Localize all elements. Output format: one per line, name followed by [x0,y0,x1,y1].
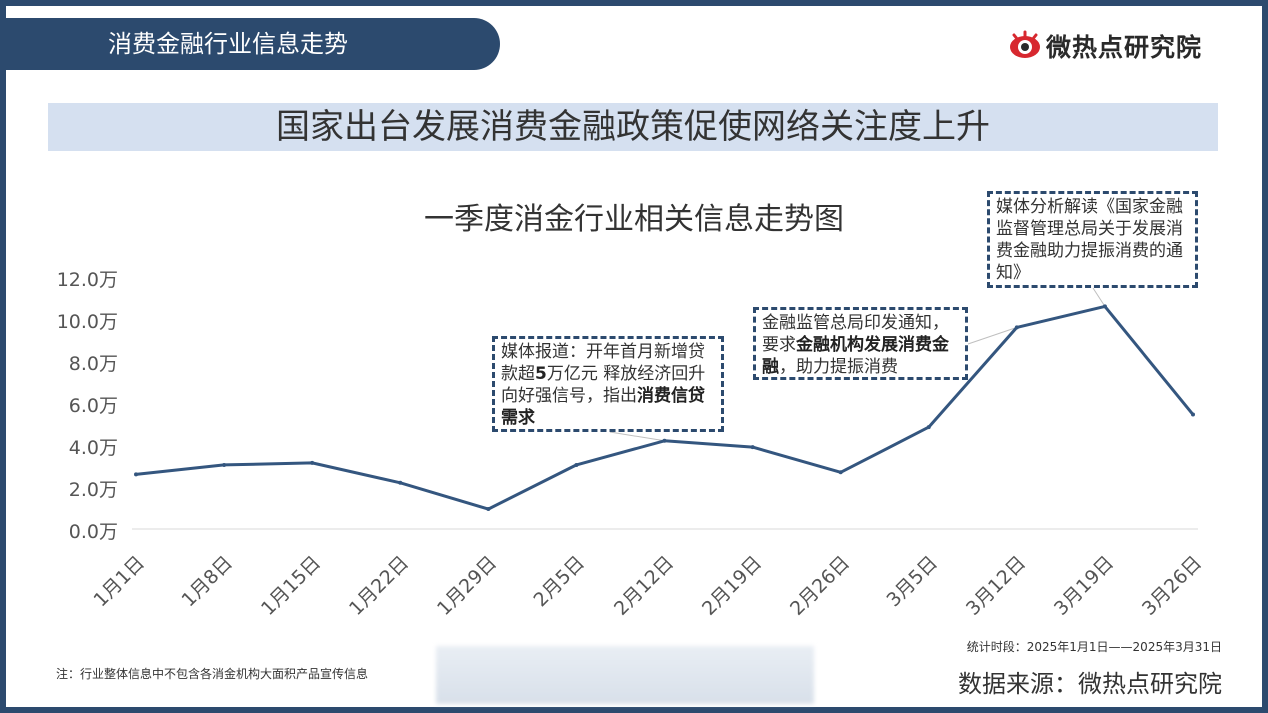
callout-connector [967,326,1017,345]
callout-text: 款超 [501,364,535,384]
data-point [134,472,138,477]
data-point [750,445,755,450]
annotation-callout: 媒体分析解读《国家金融监督管理总局关于发展消费金融助力提振消费的通知》 [987,191,1198,288]
data-point [398,480,403,485]
headline-band: 国家出台发展消费金融政策促使网络关注度上升 [48,103,1218,151]
annotation-callout: 金融监管总局印发通知，要求金融机构发展消费金融，助力提振消费 [753,307,968,380]
data-source: 数据来源：微热点研究院 [958,670,1222,698]
data-point [662,438,667,443]
blurred-watermark [436,646,814,704]
data-point [574,462,579,467]
callout-emphasis: 消费信贷需求 [501,386,705,428]
callout-text: 万亿元 释放经济回升向好强信号，指出 [501,364,706,406]
data-point [926,425,931,430]
data-point [486,507,491,512]
y-tick-label: 4.0万 [68,437,118,459]
y-tick-label: 0.0万 [68,521,118,543]
chart-title: 一季度消金行业相关信息走势图 [424,202,844,237]
callout-connector [609,431,665,442]
data-point [222,462,227,467]
callout-text: 媒体报道：开年首月新增贷 [501,342,705,362]
y-tick-label: 8.0万 [68,353,118,375]
footnote: 注：行业整体信息中不包含各消金机构大面积产品宣传信息 [56,667,369,681]
eye-icon [1010,30,1040,58]
annotation-callout: 媒体报道：开年首月新增贷款超5万亿元 释放经济回升向好强信号，指出消费信贷需求 [492,336,724,432]
callout-connector [1092,287,1106,307]
brand-logo: 微热点研究院 [1008,26,1202,66]
callout-emphasis: 金融机构发展消费金融 [762,335,949,377]
section-title: 消费金融行业信息走势 [108,30,348,58]
callout-emphasis: 5 [535,364,547,384]
callout-text: 金融监管总局印发通知，要求 [762,313,949,355]
callout-text: ，助力提振消费 [779,357,898,377]
y-tick-label: 6.0万 [68,395,118,417]
y-tick-label: 2.0万 [68,479,118,501]
y-tick-label: 10.0万 [56,311,118,333]
data-point [1191,412,1195,417]
data-point [1014,325,1019,330]
headline: 国家出台发展消费金融政策促使网络关注度上升 [276,107,990,147]
statistics-period: 统计时段：2025年1月1日——2025年3月31日 [966,640,1222,654]
section-tab: 消费金融行业信息走势 [0,18,500,70]
data-point [1102,304,1107,309]
data-point [310,460,315,465]
data-point [838,470,843,475]
brand-name: 微热点研究院 [1046,33,1203,62]
callout-text: 媒体分析解读《国家金融监督管理总局关于发展消费金融助力提振消费的通知》 [996,197,1183,283]
y-tick-label: 12.0万 [56,269,118,291]
